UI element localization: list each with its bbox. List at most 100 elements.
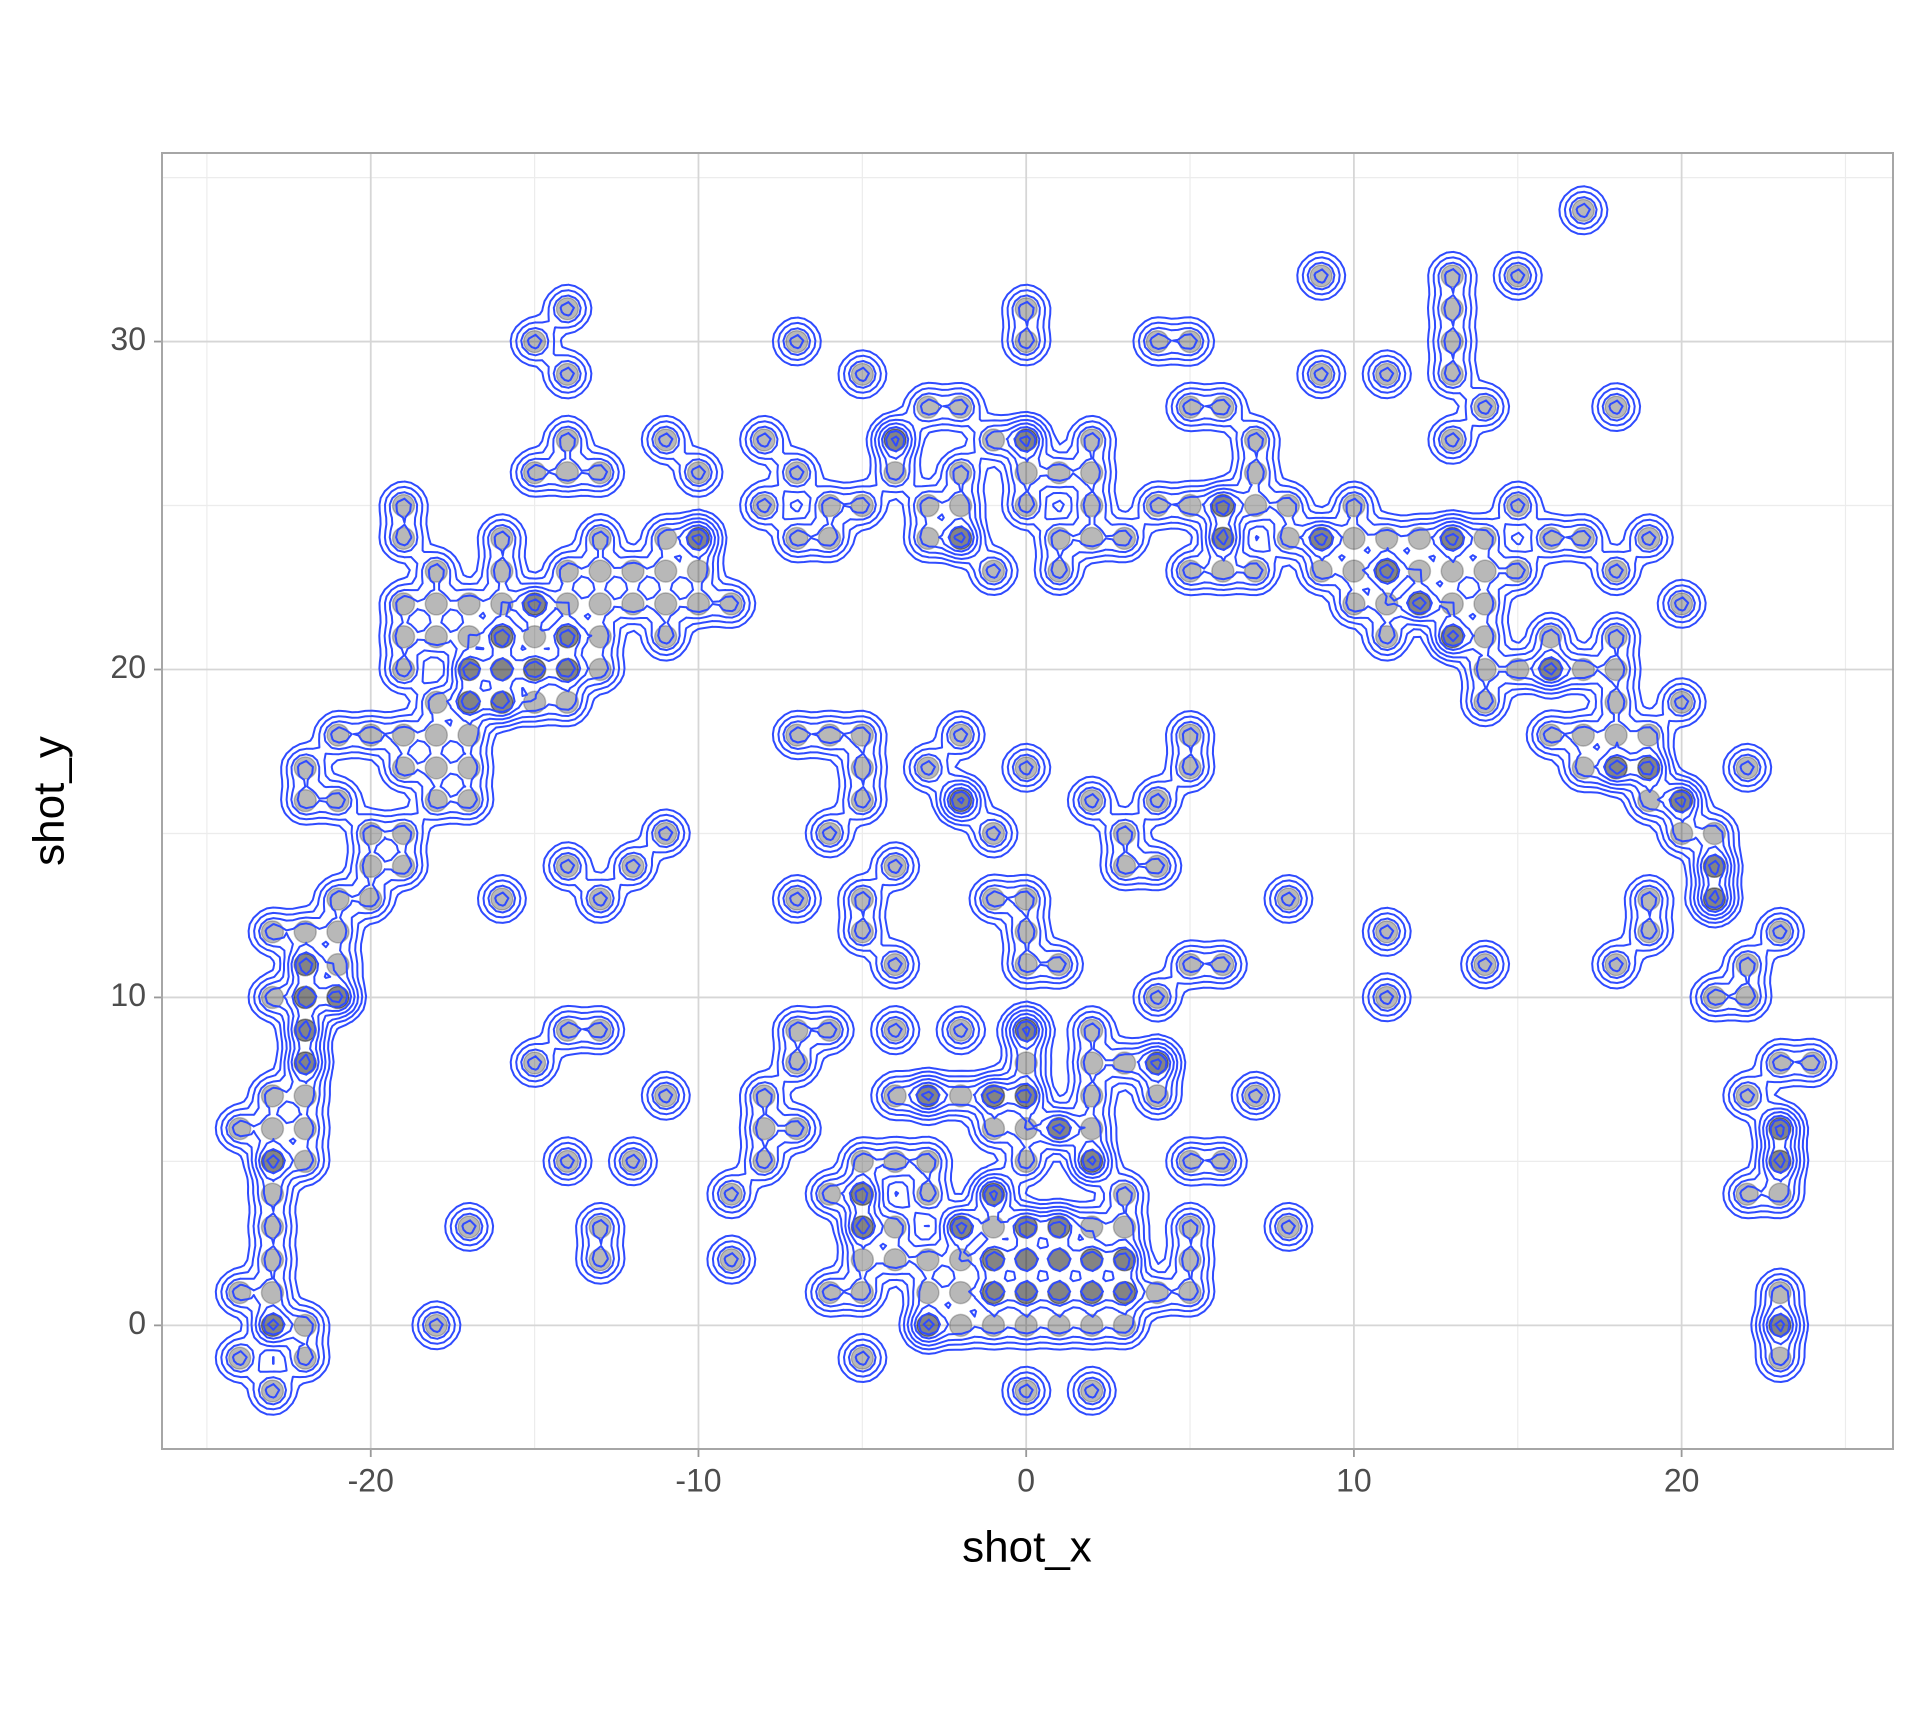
point (555, 559, 580, 583)
point (653, 592, 678, 616)
point (948, 493, 973, 518)
point (555, 460, 580, 485)
point (785, 329, 809, 354)
point (1342, 559, 1366, 583)
point (490, 887, 514, 911)
point (1571, 198, 1596, 223)
point (686, 460, 711, 485)
point (588, 559, 612, 583)
x-tick-label: -10 (675, 1462, 721, 1498)
point (653, 428, 678, 452)
point (1079, 1379, 1104, 1403)
point (1506, 264, 1530, 288)
point (752, 493, 776, 518)
point (621, 559, 645, 583)
point (457, 723, 481, 747)
point (1604, 559, 1628, 583)
point (817, 821, 842, 846)
point (817, 526, 842, 551)
point (260, 1116, 285, 1141)
y-tick-label: 10 (110, 977, 146, 1013)
point (1768, 920, 1792, 944)
x-tick-label: 10 (1336, 1462, 1372, 1498)
point (555, 1149, 580, 1174)
point (1374, 559, 1399, 583)
x-axis-title: shot_x (962, 1523, 1092, 1572)
point (555, 362, 580, 387)
point (424, 592, 449, 616)
point (227, 1346, 252, 1370)
point (850, 1346, 875, 1370)
point (1145, 985, 1170, 1010)
point (1735, 1084, 1759, 1108)
point (424, 756, 449, 780)
point (522, 1051, 547, 1075)
point (1243, 493, 1268, 518)
point (1276, 493, 1301, 518)
point (1374, 362, 1399, 387)
x-tick-label: 20 (1664, 1462, 1700, 1498)
point (1112, 526, 1137, 551)
point (1735, 756, 1759, 780)
point (1276, 1215, 1301, 1239)
point (424, 1313, 449, 1338)
point (1604, 952, 1628, 977)
point (719, 1182, 743, 1206)
point (522, 329, 547, 354)
point (588, 592, 612, 616)
point (1342, 526, 1366, 551)
point (1342, 493, 1366, 518)
point (1440, 428, 1464, 452)
y-axis-title: shot_y (25, 736, 74, 866)
point (948, 1280, 973, 1305)
point (1079, 460, 1104, 485)
point (1243, 559, 1268, 583)
point (1014, 1379, 1038, 1403)
point (424, 723, 449, 747)
point (1014, 756, 1038, 780)
point (1473, 526, 1497, 551)
x-tick-label: 0 (1017, 1462, 1035, 1498)
point (719, 592, 743, 616)
y-tick-label: 20 (110, 649, 146, 685)
point (1669, 690, 1694, 715)
point (1407, 559, 1432, 583)
x-tick-label: -20 (348, 1462, 394, 1498)
point (1637, 526, 1661, 551)
point (326, 952, 350, 977)
point (719, 1248, 743, 1272)
point (1473, 395, 1497, 419)
point (981, 559, 1006, 583)
point (1506, 559, 1530, 583)
point (850, 362, 875, 387)
point (785, 887, 809, 911)
point (621, 1149, 645, 1174)
point (1079, 788, 1104, 813)
point (1276, 887, 1301, 911)
point (391, 624, 416, 649)
point (948, 1018, 973, 1042)
point (1473, 592, 1497, 616)
point (1473, 952, 1497, 977)
point (588, 460, 612, 485)
y-tick-label: 0 (128, 1305, 146, 1341)
point (1243, 1084, 1268, 1108)
point (916, 756, 940, 780)
point (1374, 985, 1399, 1010)
point (883, 952, 907, 977)
point (1079, 526, 1104, 551)
y-tick-label: 30 (110, 321, 146, 357)
point (1145, 788, 1170, 813)
point (785, 460, 809, 485)
point (588, 887, 612, 911)
point (621, 854, 645, 879)
point (948, 1084, 973, 1108)
point (948, 723, 973, 747)
point (883, 854, 907, 879)
point (1669, 592, 1694, 616)
point (555, 854, 580, 879)
point (883, 1018, 907, 1042)
point (1014, 460, 1038, 485)
point (1506, 493, 1530, 518)
